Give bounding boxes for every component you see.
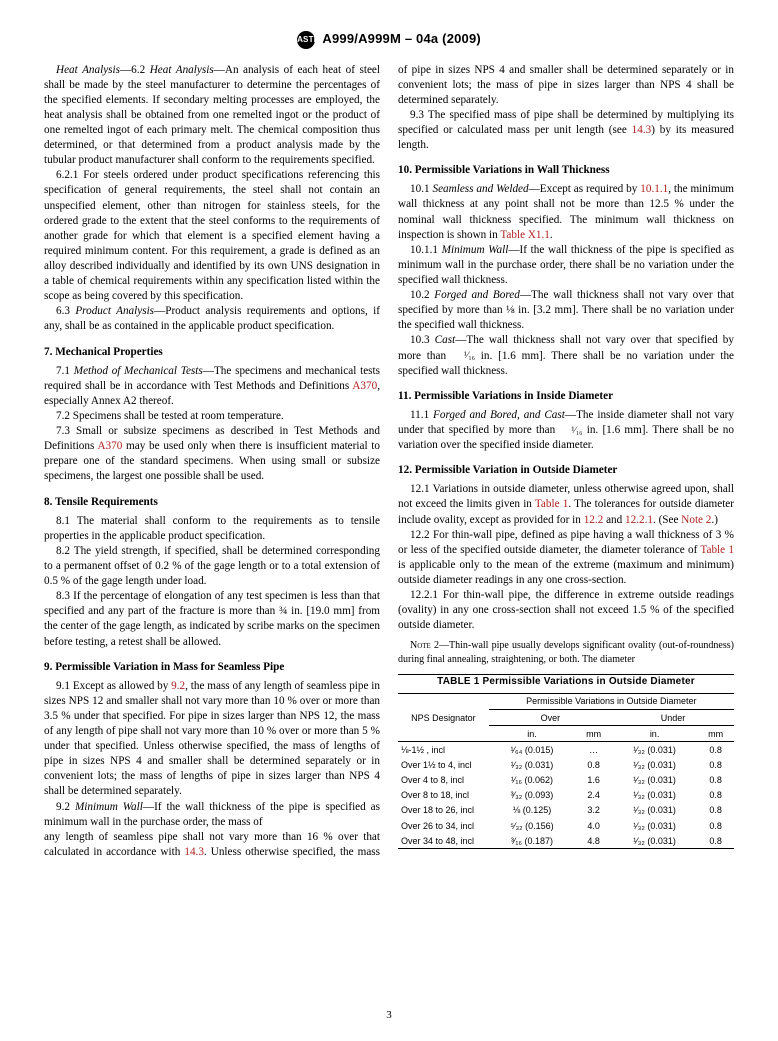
p-9-2: 9.2 Minimum Wall—If the wall thickness o… [44,800,380,830]
p-12-2-1: 12.2.1 For thin-wall pipe, the differenc… [398,588,734,633]
th-over: Over [489,710,612,726]
ref-note-2: Note 2 [681,514,711,526]
p-8-3: 8.3 If the percentage of elongation of a… [44,589,380,649]
p-8-2: 8.2 The yield strength, if specified, sh… [44,544,380,589]
table-row: Over 18 to 26, incl⅛ (0.125)3.2¹⁄₃₂ (0.0… [398,803,734,818]
ref-a370-1: A370 [352,380,377,392]
doc-header: ASTM A999/A999M – 04a (2009) [44,30,734,49]
table-1: TABLE 1 Permissible Variations in Outsid… [398,674,734,849]
p-10-1-1: 10.1.1 Minimum Wall—If the wall thicknes… [398,243,734,288]
th-super: Permissible Variations in Outside Diamet… [489,693,734,709]
p-10-3: 10.3 Cast—The wall thickness shall not v… [398,333,734,378]
p-6-3: 6.3 Product Analysis—Product analysis re… [44,304,380,334]
p-9-3: 9.3 The specified mass of pipe shall be … [398,108,734,153]
p-10-1: 10.1 Seamless and Welded—Except as requi… [398,182,734,242]
p-10-2: 10.2 Forged and Bored—The wall thickness… [398,288,734,333]
spec-number: A999/A999M – 04a (2009) [322,31,481,46]
heading-10: 10. Permissible Variations in Wall Thick… [398,163,734,178]
ref-12-2: 12.2 [584,514,604,526]
p-8-1: 8.1 The material shall conform to the re… [44,514,380,544]
ref-table-1-b: Table 1 [700,544,734,556]
th-under-mm: mm [697,726,734,742]
ref-14-3-b: 14.3 [632,124,652,136]
p-7-2: 7.2 Specimens shall be tested at room te… [44,409,380,424]
ref-9-2: 9.2 [171,680,185,692]
p-12-2: 12.2 For thin-wall pipe, defined as pipe… [398,528,734,588]
ref-12-2-1: 12.2.1 [625,514,653,526]
table-row: Over 26 to 34, incl⁵⁄₃₂ (0.156)4.0¹⁄₃₂ (… [398,818,734,833]
p-11-1: 11.1 Forged and Bored, and Cast—The insi… [398,408,734,453]
th-under-in: in. [612,726,697,742]
th-over-in: in. [489,726,576,742]
ref-10-1-1: 10.1.1 [640,183,668,195]
p-7-3: 7.3 Small or subsize specimens as descri… [44,424,380,484]
note-2: Note 2—Thin-wall pipe usually develops s… [398,639,734,666]
table-row: Over 34 to 48, incl³⁄₁₆ (0.187)4.8¹⁄₃₂ (… [398,833,734,849]
th-under: Under [612,710,734,726]
table-row: ⅛-1½ , incl¹⁄₆₄ (0.015)…¹⁄₃₂ (0.031)0.8 [398,742,734,758]
heading-11: 11. Permissible Variations in Inside Dia… [398,389,734,404]
heading-12: 12. Permissible Variation in Outside Dia… [398,463,734,478]
p-6-2: Heat Analysis—6.2 Heat Analysis—An analy… [44,63,380,169]
table-row: Over 8 to 18, incl³⁄₃₂ (0.093)2.4¹⁄₃₂ (0… [398,788,734,803]
p-9-1: 9.1 Except as allowed by 9.2, the mass o… [44,679,380,800]
ref-a370-2: A370 [97,440,122,452]
heading-9: 9. Permissible Variation in Mass for Sea… [44,660,380,675]
th-over-mm: mm [575,726,612,742]
table-row: Over 1½ to 4, incl¹⁄₃₂ (0.031)0.8¹⁄₃₂ (0… [398,757,734,772]
p-6-2-1: 6.2.1 For steels ordered under product s… [44,168,380,304]
ref-table-x1-1: Table X1.1 [500,229,550,241]
page-number: 3 [386,1008,392,1023]
table-1-title: TABLE 1 Permissible Variations in Outsid… [398,675,734,689]
p-12-1: 12.1 Variations in outside diameter, unl… [398,482,734,527]
heading-8: 8. Tensile Requirements [44,495,380,510]
p-7-1: 7.1 Method of Mechanical Tests—The speci… [44,364,380,409]
ref-14-3-a: 14.3 [184,846,204,858]
th-designator: NPS Designator [398,693,489,741]
astm-logo-icon: ASTM [297,31,315,49]
ref-table-1-a: Table 1 [535,498,568,510]
table-row: Over 4 to 8, incl¹⁄₁₆ (0.062)1.6¹⁄₃₂ (0.… [398,773,734,788]
heading-7: 7. Mechanical Properties [44,345,380,360]
